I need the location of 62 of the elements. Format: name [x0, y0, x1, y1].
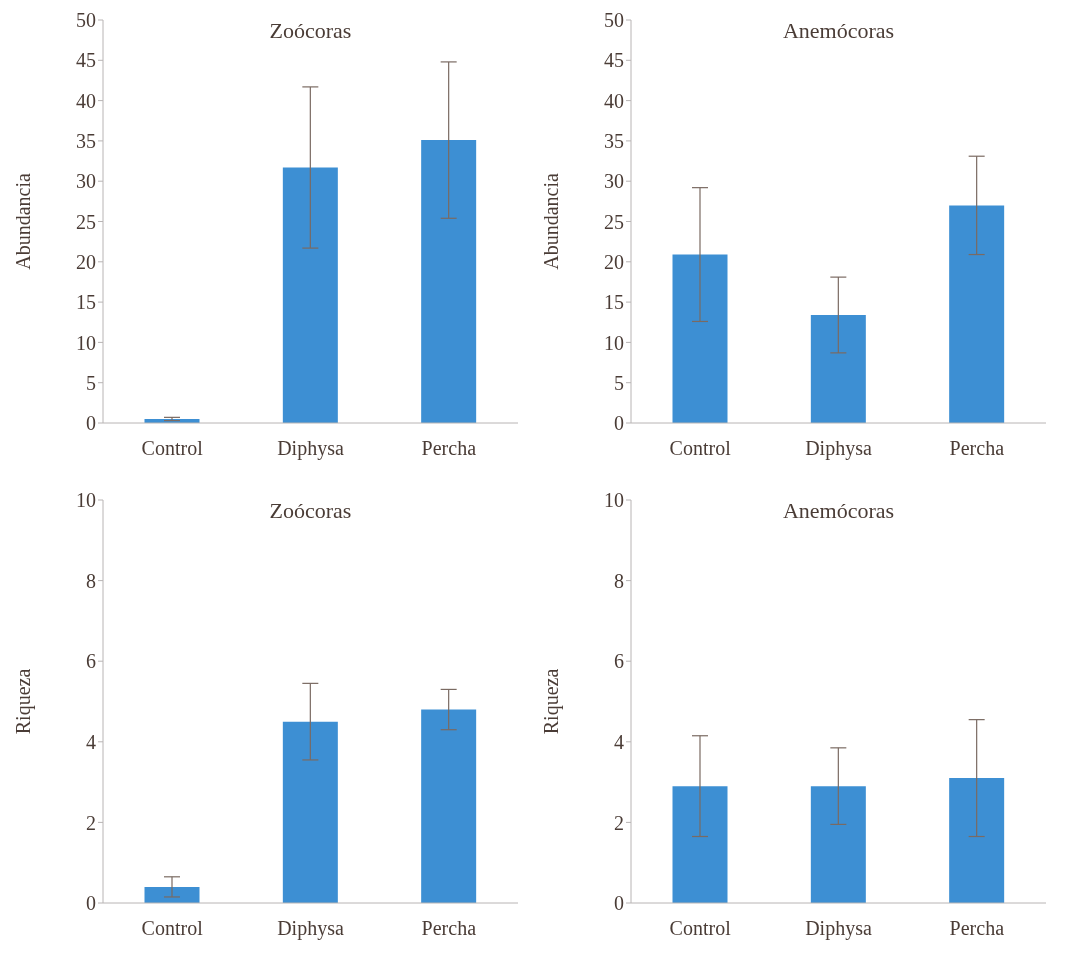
y-tick-label: 8	[86, 569, 96, 592]
y-tick-label: 20	[604, 250, 624, 273]
y-axis-title: Abundancia	[540, 173, 563, 270]
y-tick-label: 5	[614, 371, 624, 394]
y-tick-label: 6	[86, 650, 96, 673]
y-tick-label: 25	[76, 210, 96, 233]
y-tick-label: 40	[604, 89, 624, 112]
y-tick-label: 6	[614, 650, 624, 673]
x-tick-label: Diphysa	[277, 917, 344, 941]
y-tick-label: 15	[76, 291, 96, 314]
y-tick-label: 2	[86, 811, 96, 834]
bar	[421, 709, 477, 903]
x-tick-label: Control	[669, 917, 732, 940]
x-tick-label: Percha	[421, 917, 477, 940]
y-tick-label: 45	[76, 49, 96, 72]
y-tick-label: 45	[604, 49, 624, 72]
x-tick-label: Percha	[949, 437, 1005, 460]
y-tick-label: 50	[76, 9, 96, 32]
x-tick-label: Diphysa	[277, 437, 344, 461]
y-tick-label: 5	[86, 371, 96, 394]
y-tick-label: 4	[614, 730, 624, 753]
x-tick-label: Percha	[949, 917, 1005, 940]
bar	[949, 205, 1005, 423]
chart-title: Anemócoras	[781, 498, 896, 524]
y-tick-label: 10	[604, 489, 624, 512]
y-tick-label: 0	[86, 892, 96, 915]
y-tick-label: 10	[76, 331, 96, 354]
y-tick-label: 2	[614, 811, 624, 834]
y-tick-label: 30	[76, 170, 96, 193]
chart-title: Anemócoras	[781, 18, 896, 44]
bar	[282, 721, 338, 903]
y-tick-label: 20	[76, 250, 96, 273]
y-axis-title: Abundancia	[12, 173, 35, 270]
y-axis-title: Riqueza	[12, 668, 36, 735]
y-tick-label: 25	[604, 210, 624, 233]
y-tick-label: 0	[86, 412, 96, 435]
x-tick-label: Control	[141, 437, 204, 460]
bar	[282, 167, 338, 423]
bar	[421, 140, 477, 423]
chart-title: Zoócoras	[268, 498, 353, 524]
x-tick-label: Control	[669, 437, 732, 460]
bar	[144, 886, 200, 903]
x-tick-label: Percha	[421, 437, 477, 460]
y-axis-title: Riqueza	[540, 668, 564, 735]
y-tick-label: 35	[604, 130, 624, 152]
y-tick-label: 8	[614, 569, 624, 592]
y-tick-label: 50	[604, 9, 624, 32]
y-tick-label: 10	[604, 331, 624, 354]
y-tick-label: 30	[604, 170, 624, 193]
y-tick-label: 0	[614, 892, 624, 915]
chart-title: Zoócoras	[268, 18, 353, 44]
x-tick-label: Diphysa	[805, 437, 872, 461]
y-tick-label: 0	[614, 412, 624, 435]
bar	[810, 315, 866, 423]
y-tick-label: 40	[76, 89, 96, 112]
x-tick-label: Diphysa	[805, 917, 872, 941]
y-tick-label: 10	[76, 489, 96, 512]
y-tick-label: 4	[86, 730, 96, 753]
y-tick-label: 15	[604, 291, 624, 314]
x-tick-label: Control	[141, 917, 204, 940]
bar	[672, 254, 728, 423]
y-tick-label: 35	[76, 130, 96, 152]
